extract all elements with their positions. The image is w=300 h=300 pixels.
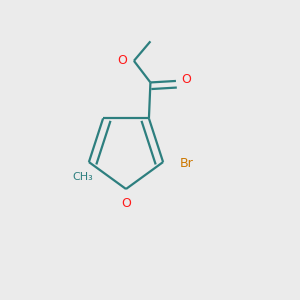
Text: O: O — [181, 73, 191, 86]
Text: CH₃: CH₃ — [72, 172, 93, 182]
Text: Br: Br — [180, 157, 193, 170]
Text: O: O — [117, 54, 127, 67]
Text: O: O — [121, 197, 131, 210]
